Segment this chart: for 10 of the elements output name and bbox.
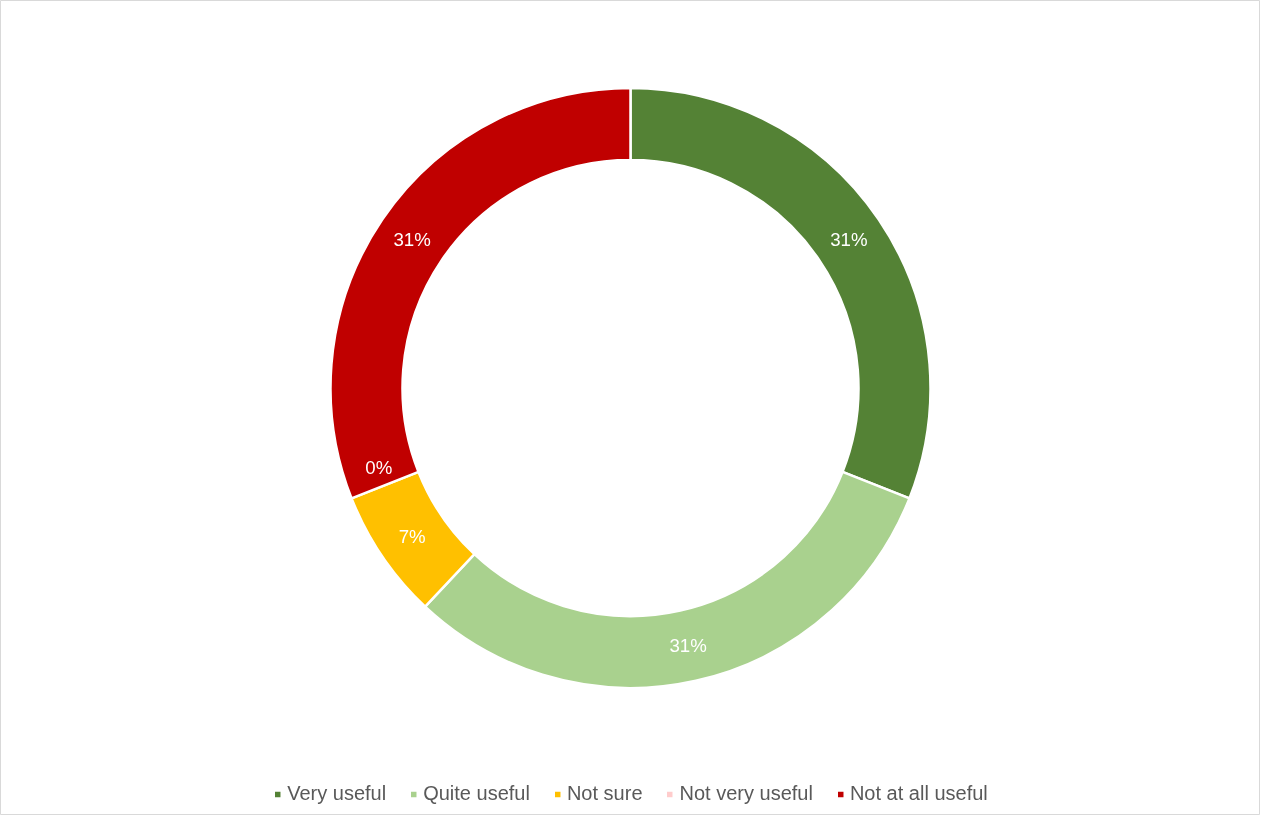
legend-label: Not sure: [566, 782, 643, 805]
legend-label: Not at all useful: [849, 782, 988, 805]
data-label: 31%: [393, 229, 431, 251]
text: 0%: [365, 457, 393, 479]
data-label: 31%: [669, 635, 707, 657]
data-label: 31%: [830, 229, 868, 251]
data-label: 7%: [398, 525, 426, 547]
legend-label: Quite useful: [423, 782, 530, 805]
legend-label: Not very useful: [679, 782, 813, 805]
legend-label: Very useful: [287, 782, 387, 805]
